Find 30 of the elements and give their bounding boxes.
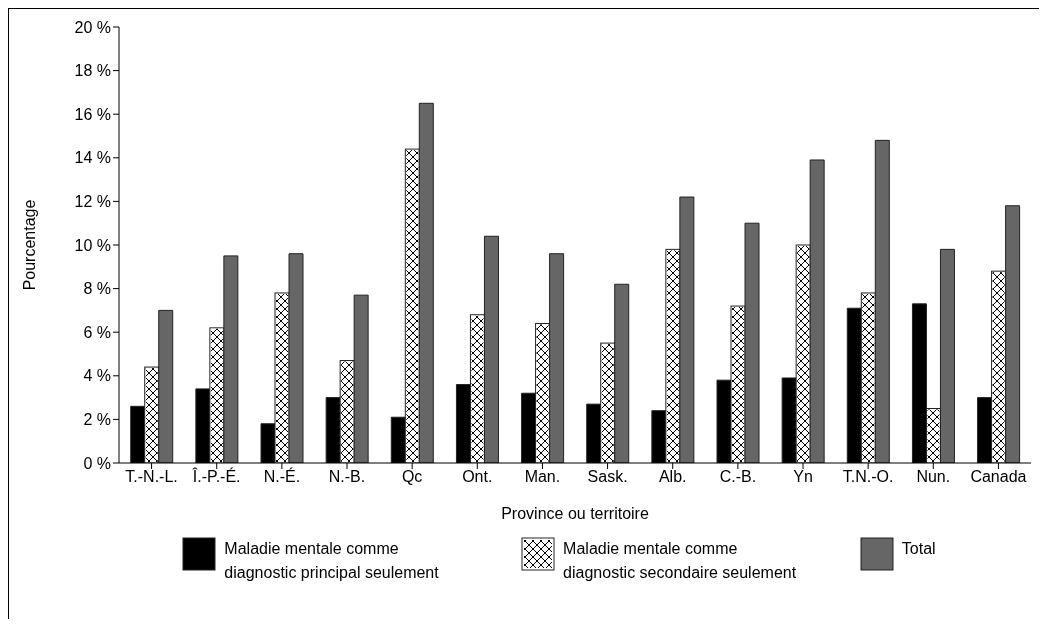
y-tick-label: 16 % xyxy=(74,105,111,123)
y-tick-label: 10 % xyxy=(74,236,111,254)
x-tick-label: Nun. xyxy=(916,468,951,486)
x-tick-label: C.-B. xyxy=(719,468,757,486)
x-tick-label: Yn xyxy=(793,468,813,486)
x-tick-label: Canada xyxy=(970,468,1027,486)
x-tick-label: Ont. xyxy=(462,468,493,486)
x-tick-label: Alb. xyxy=(658,468,687,486)
y-tick-label: 20 % xyxy=(74,18,111,36)
y-tick-label: 4 % xyxy=(83,367,111,385)
y-tick-label: 2 % xyxy=(83,411,111,429)
x-axis-title: Province ou territoire xyxy=(501,505,649,522)
legend-label: Maladie mentale comme diagnostic secondaire seulement xyxy=(563,539,798,583)
x-tick-label: Î.-P.-É. xyxy=(191,467,241,486)
y-tick-label: 6 % xyxy=(83,323,111,341)
y-tick-label: 0 % xyxy=(83,454,111,472)
legend-label: Total xyxy=(901,539,936,559)
y-tick-label: 14 % xyxy=(74,149,111,167)
x-tick-label: N.-B. xyxy=(328,468,366,486)
x-tick-label: Man. xyxy=(524,468,561,486)
legend-label: Maladie mentale comme diagnostic principal seulement xyxy=(224,539,440,583)
x-tick-label: T.-N.-L. xyxy=(125,468,178,486)
x-tick-label: T.N.-O. xyxy=(842,468,894,486)
y-axis-title: Pourcentage xyxy=(20,199,38,291)
y-tick-label: 8 % xyxy=(83,280,111,298)
x-tick-label: N.-É. xyxy=(263,467,301,486)
y-tick-label: 12 % xyxy=(74,193,111,211)
x-tick-label: Sask. xyxy=(587,468,628,486)
x-tick-label: Qc xyxy=(401,468,423,486)
y-tick-label: 18 % xyxy=(74,62,111,80)
